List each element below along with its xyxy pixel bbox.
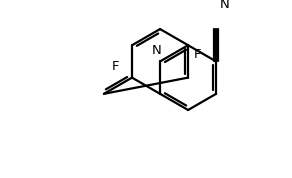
Text: N: N [151, 44, 161, 57]
Text: F: F [112, 60, 119, 73]
Text: F: F [194, 48, 201, 61]
Text: N: N [220, 0, 230, 11]
